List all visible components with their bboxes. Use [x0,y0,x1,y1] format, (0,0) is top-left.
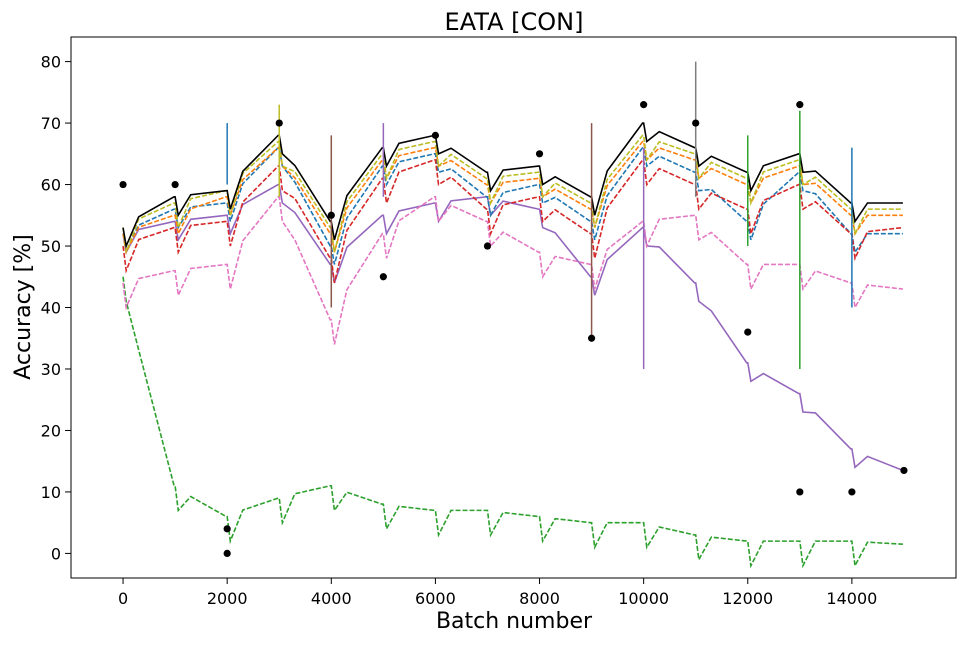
series-line [122,183,904,472]
data-marker [483,242,492,250]
data-marker [900,466,908,475]
series-series-pink [122,196,903,345]
y-tick-label: 0 [51,544,61,563]
y-tick-label: 40 [41,299,61,318]
x-tick-label: 0 [118,589,128,608]
series-line [122,134,903,253]
data-marker [692,119,700,127]
x-tick-label: 2000 [207,589,248,608]
y-tick-label: 20 [41,421,61,440]
series-series-blue [122,146,903,265]
data-marker [431,131,440,139]
data-marker [275,119,283,127]
data-marker [327,211,335,219]
y-axis-label: Accuracy [%] [11,234,36,380]
chart-title: EATA [CON] [445,8,584,36]
x-tick-label: 12000 [722,589,773,608]
x-tick-label: 4000 [311,589,352,608]
series-line [122,122,903,249]
data-marker [379,273,387,281]
series-series-purple-drift [122,183,904,472]
markers [119,101,908,558]
series-line [122,159,903,284]
data-marker [848,488,856,496]
data-marker [587,334,596,342]
series-line [122,276,903,569]
y-tick-label: 80 [41,53,61,72]
series-series-black-mark [122,122,903,249]
y-axis: 0 10 20 30 40 50 60 70 80 [41,53,71,563]
series-line [122,196,903,345]
plot-area [119,61,908,569]
data-marker [535,150,544,158]
y-tick-label: 30 [41,360,61,379]
x-axis-label: Batch number [436,609,593,634]
data-marker [796,488,804,496]
series-series-olive [122,134,903,253]
y-tick-label: 70 [41,114,61,133]
y-tick-label: 10 [41,483,61,502]
data-marker [119,180,127,189]
y-tick-label: 60 [41,176,61,195]
plot-frame [70,36,957,579]
series-line [122,146,903,265]
data-marker [640,101,648,109]
x-axis: 0 2000 4000 6000 8000 10000 12000 14000 [118,578,877,608]
data-marker [796,101,804,109]
y-tick-label: 50 [41,237,61,256]
data-marker [223,525,231,533]
x-tick-label: 8000 [519,589,560,608]
x-tick-label: 14000 [826,589,877,608]
data-marker [171,180,179,189]
spikes [226,61,853,369]
x-tick-label: 6000 [415,589,456,608]
data-marker [223,549,231,558]
data-marker [744,328,752,336]
series-series-green-low [122,276,903,569]
series-series-red [122,159,903,284]
x-tick-label: 10000 [618,589,669,608]
